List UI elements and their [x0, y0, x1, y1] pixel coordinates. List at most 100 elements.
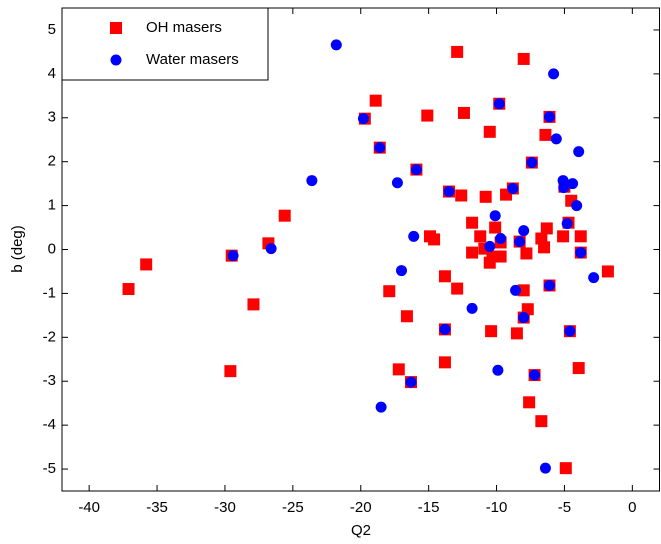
- point: [439, 323, 451, 335]
- x-axis-label: Q2: [351, 522, 371, 539]
- point: [483, 125, 496, 138]
- point: [567, 178, 579, 190]
- point: [571, 200, 583, 212]
- point: [523, 396, 536, 409]
- point: [544, 280, 556, 292]
- point: [550, 133, 562, 145]
- point: [517, 52, 530, 65]
- point: [518, 225, 530, 237]
- point: [428, 233, 441, 246]
- point: [451, 282, 464, 295]
- point: [479, 190, 492, 203]
- point: [548, 68, 560, 80]
- point: [466, 216, 479, 229]
- x-tick-label: 0: [628, 499, 636, 516]
- point: [408, 230, 420, 242]
- point: [330, 39, 342, 51]
- point: [357, 113, 369, 125]
- x-tick-label: -30: [214, 499, 236, 516]
- point: [484, 240, 496, 252]
- point: [559, 462, 572, 475]
- point: [575, 247, 587, 259]
- point: [443, 186, 455, 198]
- point: [265, 243, 277, 255]
- point: [507, 182, 519, 194]
- legend-box: [61, 7, 269, 81]
- point: [539, 128, 552, 141]
- point: [538, 241, 551, 254]
- y-axis-label: b (deg): [9, 225, 26, 273]
- point: [561, 218, 573, 230]
- point: [438, 356, 451, 369]
- point: [494, 250, 507, 263]
- point: [278, 209, 291, 222]
- point: [539, 462, 551, 474]
- point: [392, 363, 405, 376]
- point: [122, 283, 135, 296]
- point: [489, 221, 502, 234]
- point: [224, 365, 237, 378]
- point: [495, 233, 507, 245]
- legend-marker: [110, 54, 122, 66]
- point: [247, 298, 260, 311]
- point: [383, 285, 396, 298]
- y-tick-label: 2: [48, 153, 56, 170]
- x-tick-label: -5: [558, 499, 571, 516]
- point: [601, 265, 614, 278]
- y-tick-label: -5: [43, 460, 56, 477]
- point: [520, 247, 533, 260]
- x-tick-label: -10: [486, 499, 508, 516]
- point: [510, 327, 523, 340]
- point: [492, 364, 504, 376]
- point: [564, 325, 576, 337]
- y-tick-label: 0: [48, 240, 56, 257]
- point: [573, 146, 585, 158]
- point: [572, 362, 585, 375]
- legend-label: OH masers: [146, 19, 222, 36]
- point: [529, 369, 541, 381]
- x-tick-label: -40: [78, 499, 100, 516]
- point: [405, 376, 417, 388]
- point: [466, 302, 478, 314]
- point: [457, 106, 470, 119]
- legend-marker: [110, 22, 122, 34]
- point: [451, 45, 464, 58]
- y-tick-label: 3: [48, 109, 56, 126]
- point: [421, 109, 434, 122]
- point: [526, 157, 538, 169]
- point: [391, 177, 403, 189]
- y-tick-label: 4: [48, 65, 56, 82]
- y-tick-label: 5: [48, 21, 56, 38]
- y-tick-label: -4: [43, 416, 56, 433]
- point: [544, 111, 556, 123]
- point: [474, 230, 487, 243]
- point: [485, 325, 498, 338]
- point: [369, 94, 382, 107]
- point: [375, 401, 387, 413]
- point: [438, 270, 451, 283]
- y-tick-label: -3: [43, 372, 56, 389]
- point: [558, 182, 570, 194]
- point: [466, 246, 479, 259]
- point: [410, 164, 422, 176]
- point: [510, 284, 522, 296]
- point: [535, 415, 548, 428]
- x-tick-label: -20: [350, 499, 372, 516]
- point: [588, 272, 600, 284]
- point: [306, 175, 318, 187]
- point: [557, 230, 570, 243]
- point: [518, 312, 530, 324]
- point: [574, 230, 587, 243]
- point: [517, 284, 530, 297]
- y-tick-label: 1: [48, 197, 56, 214]
- point: [395, 265, 407, 277]
- point: [140, 258, 153, 271]
- point: [227, 250, 239, 262]
- point: [540, 222, 553, 235]
- point: [400, 310, 413, 323]
- point: [514, 236, 526, 248]
- x-tick-label: -15: [418, 499, 440, 516]
- point: [489, 210, 501, 222]
- y-tick-label: -2: [43, 328, 56, 345]
